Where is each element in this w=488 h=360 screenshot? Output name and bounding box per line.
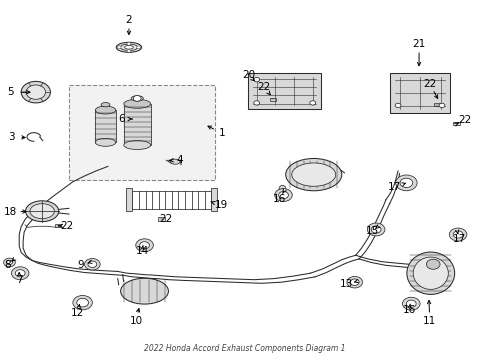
Circle shape [133,95,141,101]
Circle shape [84,258,100,270]
Text: 6: 6 [118,114,124,124]
Text: 2022 Honda Accord Exhaust Components Diagram 1: 2022 Honda Accord Exhaust Components Dia… [143,344,345,353]
Bar [158,217,164,221]
Circle shape [26,85,45,99]
Ellipse shape [120,44,137,50]
Circle shape [278,192,288,199]
Text: 22: 22 [257,82,270,93]
Circle shape [140,242,149,249]
Circle shape [73,296,92,310]
Bar [123,104,150,145]
Circle shape [438,103,444,108]
Circle shape [15,270,25,277]
Circle shape [253,101,259,105]
Circle shape [399,178,412,188]
Text: 13: 13 [340,279,353,289]
Circle shape [448,228,466,241]
Ellipse shape [279,185,285,193]
Ellipse shape [101,103,110,107]
Ellipse shape [426,259,439,269]
Circle shape [117,46,121,49]
Ellipse shape [131,96,143,101]
Ellipse shape [116,42,142,52]
FancyBboxPatch shape [248,73,321,109]
Text: 1: 1 [219,129,225,138]
Text: 17: 17 [387,182,401,192]
Text: 12: 12 [71,309,84,318]
Ellipse shape [123,99,150,108]
Ellipse shape [170,159,180,164]
Text: 16: 16 [272,194,285,204]
Circle shape [6,260,12,265]
Circle shape [127,42,131,45]
Circle shape [253,77,259,82]
Circle shape [137,46,141,49]
Bar [95,110,116,142]
Ellipse shape [95,106,116,114]
Bar [452,122,459,125]
Circle shape [370,226,380,233]
Text: 18: 18 [4,207,17,217]
Ellipse shape [124,45,133,49]
Ellipse shape [25,201,59,222]
Text: 5: 5 [7,87,14,97]
Ellipse shape [285,158,341,191]
Text: 21: 21 [411,40,425,49]
Ellipse shape [291,163,335,186]
Text: 4: 4 [176,155,183,165]
Text: 9: 9 [78,260,84,270]
Ellipse shape [121,278,168,304]
Circle shape [136,239,153,252]
Circle shape [309,101,315,105]
Text: 15: 15 [365,226,378,236]
Text: 22: 22 [422,79,435,89]
Circle shape [274,189,292,202]
Circle shape [366,223,384,236]
Text: 20: 20 [242,70,254,80]
Text: 10: 10 [129,316,142,325]
Circle shape [88,261,97,267]
Bar [433,103,439,107]
Circle shape [406,300,415,307]
Circle shape [394,103,400,108]
Bar [269,98,275,101]
Ellipse shape [95,138,116,146]
Bar [55,224,61,227]
Text: 16: 16 [402,305,415,315]
Text: 22: 22 [457,115,470,125]
Circle shape [349,279,358,285]
Text: 8: 8 [4,260,11,270]
Ellipse shape [412,257,447,289]
Text: 17: 17 [451,234,465,244]
Circle shape [77,298,88,307]
Circle shape [452,231,462,238]
Text: 19: 19 [214,200,227,210]
Bar [211,188,217,211]
Ellipse shape [30,204,54,219]
Ellipse shape [406,252,454,294]
Circle shape [127,49,131,52]
FancyBboxPatch shape [389,73,449,113]
Text: 22: 22 [159,215,172,224]
Circle shape [3,258,15,267]
Circle shape [402,297,419,310]
Circle shape [395,175,416,191]
Circle shape [346,276,362,288]
Bar [126,188,132,211]
Ellipse shape [123,140,150,149]
Text: 7: 7 [16,275,22,285]
Text: 14: 14 [135,246,148,256]
FancyBboxPatch shape [69,85,215,180]
Text: 2: 2 [125,15,132,26]
Circle shape [11,267,29,280]
Text: 11: 11 [422,316,435,325]
Text: 3: 3 [8,132,15,142]
Circle shape [21,81,50,103]
Text: 22: 22 [60,221,73,231]
